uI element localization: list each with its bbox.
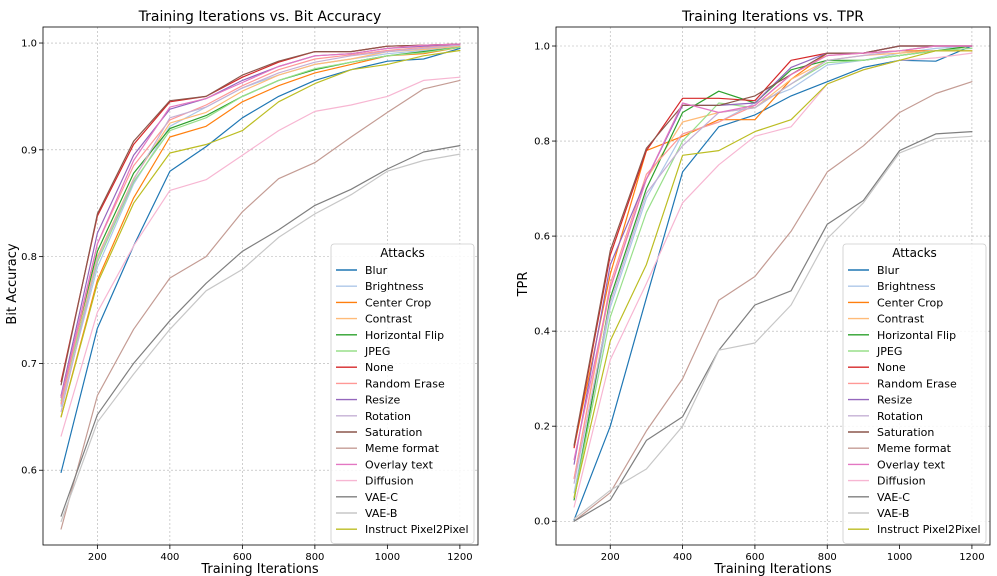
x-tick-label: 400 (160, 552, 179, 563)
y-tick-label: 0.0 (534, 517, 550, 528)
x-tick-label: 200 (601, 552, 620, 563)
legend-label: Overlay text (365, 458, 434, 471)
y-tick-label: 0.6 (534, 232, 550, 243)
series-line-brightness (60, 45, 461, 407)
y-tick-label: 0.8 (534, 137, 550, 148)
series-line-saturation (60, 43, 461, 386)
series-line-overlay-text (60, 43, 461, 399)
y-tick-label: 0.8 (21, 252, 37, 263)
x-tick-label: 1000 (887, 552, 912, 563)
x-tick-label: 1200 (447, 552, 472, 563)
legend-label: VAE-C (877, 491, 910, 504)
legend-label: Contrast (877, 313, 925, 326)
legend-label: Brightness (877, 280, 936, 293)
series-line-instruct-pixel2pixel (60, 49, 461, 418)
x-tick-label: 600 (745, 552, 764, 563)
legend-label: Random Erase (365, 377, 445, 390)
x-tick-label: 400 (673, 552, 692, 563)
legend-label: Horizontal Flip (877, 329, 956, 342)
legend-label: Resize (877, 394, 912, 407)
y-tick-label: 1.0 (21, 39, 37, 50)
legend-label: Resize (365, 394, 400, 407)
series-line-meme-format (60, 79, 461, 530)
y-axis-label: Bit Accuracy (5, 243, 20, 324)
y-axis-label: TPR (516, 272, 531, 298)
legend-label: Meme format (365, 442, 440, 455)
tpr-chart: Training Iterations vs. TPR Training Ite… (516, 9, 991, 576)
legend-label: Rotation (877, 410, 923, 423)
legend-label: Blur (365, 264, 388, 277)
plot-frame (42, 26, 479, 546)
legend-label: Horizontal Flip (365, 329, 444, 342)
x-tick-label: 200 (88, 552, 107, 563)
series-line-diffusion (60, 76, 461, 437)
x-tick-label: 1200 (959, 552, 984, 563)
legend-label: Rotation (365, 410, 411, 423)
x-tick-label: 1000 (375, 552, 400, 563)
legend-title: Attacks (892, 246, 937, 260)
legend-label: Random Erase (877, 377, 957, 390)
legend-label: JPEG (876, 345, 902, 358)
y-tick-label: 0.9 (21, 145, 37, 156)
series-line-vae-c (573, 131, 973, 522)
legend-label: Instruct Pixel2Pixel (365, 523, 469, 536)
legend-box (330, 243, 475, 544)
y-tick-label: 0.7 (21, 359, 37, 370)
legend-label: Overlay text (877, 458, 946, 471)
legend-label: VAE-C (365, 491, 398, 504)
series-line-jpeg (60, 46, 461, 402)
legend-label: JPEG (364, 345, 390, 358)
x-axis-label: Training Iterations (200, 562, 319, 576)
series-line-vae-b (573, 135, 973, 520)
plot-frame (555, 26, 991, 546)
legend-title: Attacks (380, 246, 425, 260)
series-line-instruct-pixel2pixel (573, 50, 973, 499)
legend-box (842, 243, 987, 544)
series-line-blur (60, 47, 461, 473)
legend-label: Blur (877, 264, 900, 277)
series-line-meme-format (573, 81, 973, 522)
bit-accuracy-chart: Training Iterations vs. Bit Accuracy Tra… (5, 9, 479, 576)
legend: Attacks Blur Brightness Center Crop Contrast… (330, 243, 475, 544)
legend-label: Brightness (365, 280, 424, 293)
legend-label: Saturation (877, 426, 934, 439)
legend-label: Saturation (365, 426, 422, 439)
series-lines (60, 43, 461, 530)
legend-label: Center Crop (877, 296, 943, 309)
series-line-overlay-text (573, 45, 973, 461)
series-line-vae-c (60, 145, 461, 517)
series-line-center-crop (573, 50, 973, 449)
y-tick-label: 0.6 (21, 466, 37, 477)
legend-label: None (365, 361, 394, 374)
x-tick-label: 800 (818, 552, 837, 563)
legend-label: Instruct Pixel2Pixel (877, 523, 981, 536)
legend-label: Contrast (365, 313, 413, 326)
legend-label: Meme format (877, 442, 952, 455)
x-axis-label: Training Iterations (713, 562, 832, 576)
legend: Attacks Blur Brightness Center Crop Contrast… (842, 243, 987, 544)
series-line-random-erase (60, 44, 461, 405)
series-line-rotation (60, 44, 461, 413)
x-tick-label: 800 (305, 552, 324, 563)
series-line-saturation (573, 45, 973, 446)
y-tick-label: 1.0 (534, 42, 550, 53)
x-tick-label: 600 (233, 552, 252, 563)
legend-label: Center Crop (365, 296, 431, 309)
legend-label: Diffusion (365, 475, 414, 488)
series-lines (573, 45, 973, 522)
legend-label: Diffusion (877, 475, 926, 488)
series-line-diffusion (573, 52, 973, 508)
y-tick-label: 0.2 (534, 422, 550, 433)
chart-title: Training Iterations vs. Bit Accuracy (138, 9, 382, 25)
series-line-vae-b (60, 153, 461, 523)
legend-label: VAE-B (877, 507, 909, 520)
legend-label: VAE-B (365, 507, 397, 520)
legend-label: None (877, 361, 906, 374)
chart-title: Training Iterations vs. TPR (681, 9, 864, 25)
y-tick-label: 0.4 (534, 327, 550, 338)
